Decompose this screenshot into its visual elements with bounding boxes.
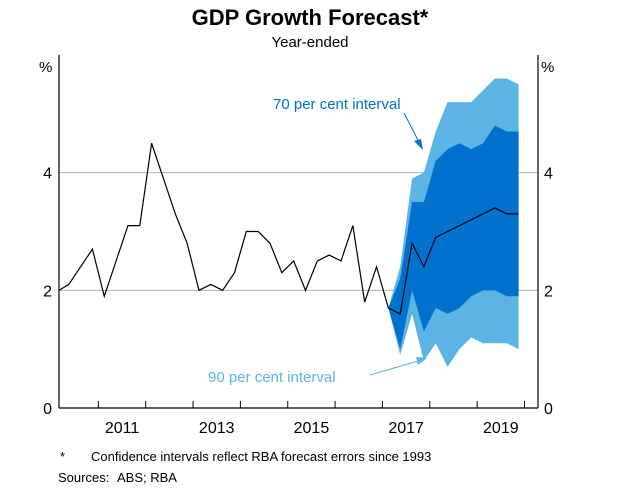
y-tick-label-left: 2 xyxy=(43,283,52,300)
band-70-interval xyxy=(388,125,519,350)
x-tick-label-2017: 2017 xyxy=(388,420,424,437)
x-tick-label-2015: 2015 xyxy=(294,420,330,437)
arrow-70-interval xyxy=(403,112,421,145)
footnote-marker: * xyxy=(60,449,65,464)
y-tick-label-left: 0 xyxy=(43,401,52,418)
x-tick-label-2011: 2011 xyxy=(105,420,140,437)
footnote-text: Confidence intervals reflect RBA forecas… xyxy=(91,449,431,464)
arrowhead-70-interval xyxy=(414,139,423,150)
arrow-90-interval xyxy=(369,360,419,376)
chart-subtitle: Year-ended xyxy=(271,34,348,51)
y-tick-label-right: 0 xyxy=(544,401,553,418)
x-tick-label-2013: 2013 xyxy=(199,420,235,437)
y-axis-unit-left: % xyxy=(39,59,52,76)
gdp-growth-line xyxy=(58,143,519,315)
y-tick-label-right: 4 xyxy=(544,166,553,183)
y-tick-label-right: 2 xyxy=(544,283,553,300)
y-axis-unit-right: % xyxy=(541,59,554,76)
chart-title: GDP Growth Forecast* xyxy=(192,5,429,30)
sources-label: Sources: xyxy=(58,470,109,485)
label-90-interval: 90 per cent interval xyxy=(208,369,336,386)
sources-text: ABS; RBA xyxy=(117,470,177,485)
arrowhead-90-interval xyxy=(416,357,427,365)
label-70-interval: 70 per cent interval xyxy=(273,96,401,113)
x-tick-label-2019: 2019 xyxy=(483,420,519,437)
y-tick-label-left: 4 xyxy=(43,166,52,183)
